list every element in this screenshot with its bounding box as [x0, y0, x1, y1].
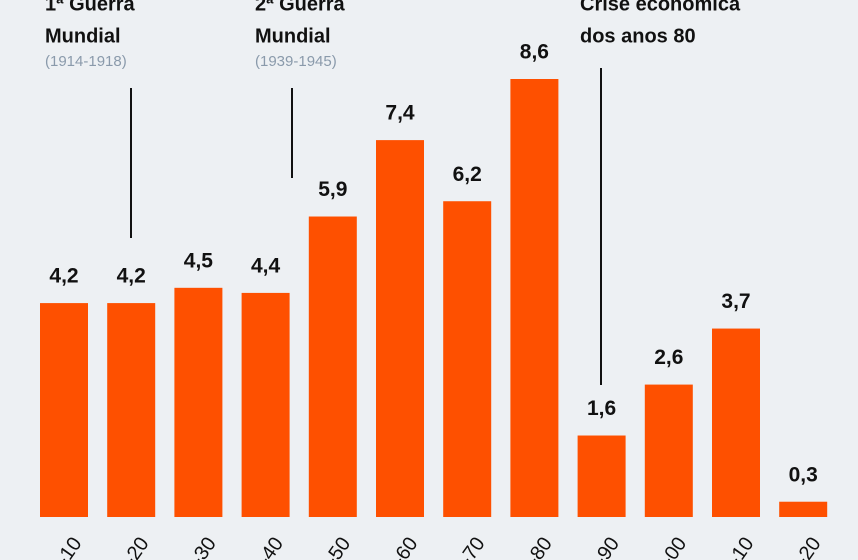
annotation-text: Crise econômica — [580, 0, 741, 15]
value-label: 7,4 — [385, 102, 415, 125]
value-label: 3,7 — [721, 290, 750, 313]
bar — [174, 287, 223, 517]
value-label: 4,5 — [184, 249, 214, 272]
annotation-note: (1939-1945) — [255, 53, 337, 70]
bar — [644, 384, 693, 517]
bar — [510, 79, 559, 517]
value-label: 8,6 — [520, 41, 549, 64]
bar — [376, 140, 424, 517]
bar — [107, 303, 156, 517]
x-tick-label: 1-50 — [314, 533, 355, 560]
bar — [241, 292, 290, 517]
bar — [779, 501, 828, 517]
x-tick-label: 1-90 — [583, 533, 624, 560]
value-label: 2,6 — [654, 346, 683, 369]
annotation-text: 1ª Guerra — [45, 0, 136, 15]
x-tick-label: 1-20 — [785, 533, 826, 560]
x-tick-label: 1-10 — [45, 533, 86, 560]
x-tick-label: 1-80 — [516, 533, 557, 560]
x-tick-label: 1-30 — [180, 533, 221, 560]
x-tick-label: 1-20 — [113, 533, 154, 560]
bar — [308, 216, 357, 517]
value-label: 4,4 — [251, 254, 281, 277]
value-label: 4,2 — [117, 265, 146, 288]
annotation-text: Mundial — [255, 25, 331, 47]
x-tick-label: 1-60 — [381, 533, 422, 560]
bar — [40, 303, 88, 517]
x-tick-label: 1-70 — [449, 533, 490, 560]
value-label: 6,2 — [453, 163, 482, 186]
bar — [577, 435, 626, 517]
annotation-text: Mundial — [45, 25, 121, 47]
value-label: 0,3 — [789, 463, 818, 486]
annotation-note: (1914-1918) — [45, 53, 127, 70]
x-tick-label: 1-00 — [650, 533, 691, 560]
annotation-text: 2ª Guerra — [255, 0, 346, 15]
bar — [712, 328, 760, 517]
value-label: 5,9 — [318, 178, 347, 201]
annotation-text: dos anos 80 — [580, 25, 696, 47]
bar — [443, 201, 492, 518]
x-tick-label: 1-40 — [247, 533, 288, 560]
value-label: 4,2 — [49, 265, 78, 288]
x-tick-label: 1-10 — [717, 533, 758, 560]
value-label: 1,6 — [587, 397, 616, 420]
